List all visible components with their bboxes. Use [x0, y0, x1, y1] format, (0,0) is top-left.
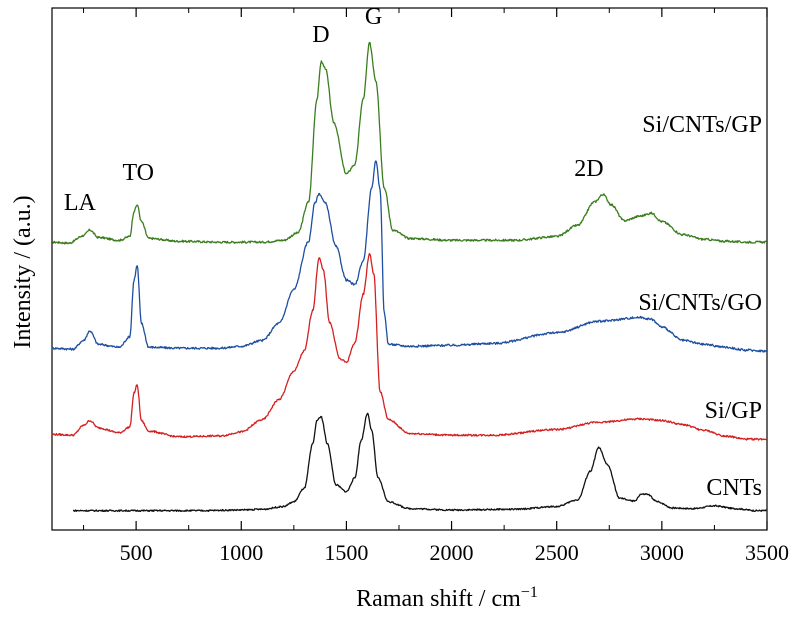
series-label-si-gp: Si/GP — [705, 398, 762, 424]
annotation-la: LA — [64, 190, 97, 216]
y-axis-label: Intensity / (a.u.) — [10, 195, 36, 348]
series-line-si-gp — [51, 253, 768, 441]
x-axis-label-text: Raman shift / cm — [356, 586, 521, 612]
x-tick-label: 3000 — [640, 540, 684, 565]
x-tick-label: 500 — [120, 540, 153, 565]
series-label-cnts: CNTs — [706, 475, 762, 501]
label-layer: Intensity / (a.u.) Raman shift / cm−1 Si… — [10, 112, 762, 612]
series-line-cnts — [72, 412, 768, 513]
x-tick-label: 2000 — [430, 540, 474, 565]
annotation-2d: 2D — [574, 156, 603, 182]
x-tick-label: 2500 — [535, 540, 579, 565]
series-label-si-cnts-gp: Si/CNTs/GP — [642, 112, 762, 138]
x-tick-label: 1500 — [324, 540, 368, 565]
series-label-si-cnts-go: Si/CNTs/GO — [638, 290, 762, 316]
x-tick-label: 1000 — [219, 540, 263, 565]
annotation-g: G — [365, 4, 382, 30]
x-axis-label-superscript: −1 — [521, 584, 538, 601]
plot-border — [51, 7, 768, 531]
series-line-si-cnts-go — [51, 160, 768, 353]
series-layer — [51, 41, 768, 513]
annotation-layer: LA TO D G 2D — [64, 4, 604, 216]
x-axis-label: Raman shift / cm−1 — [356, 584, 538, 612]
series-line-si-cnts-gp — [51, 41, 768, 245]
plot-frame — [51, 7, 768, 531]
annotation-d: D — [312, 22, 329, 48]
annotation-to: TO — [122, 160, 154, 186]
tick-layer: 500 1000 1500 2000 2500 3000 3500 — [83, 8, 789, 565]
x-tick-label: 3500 — [745, 540, 789, 565]
